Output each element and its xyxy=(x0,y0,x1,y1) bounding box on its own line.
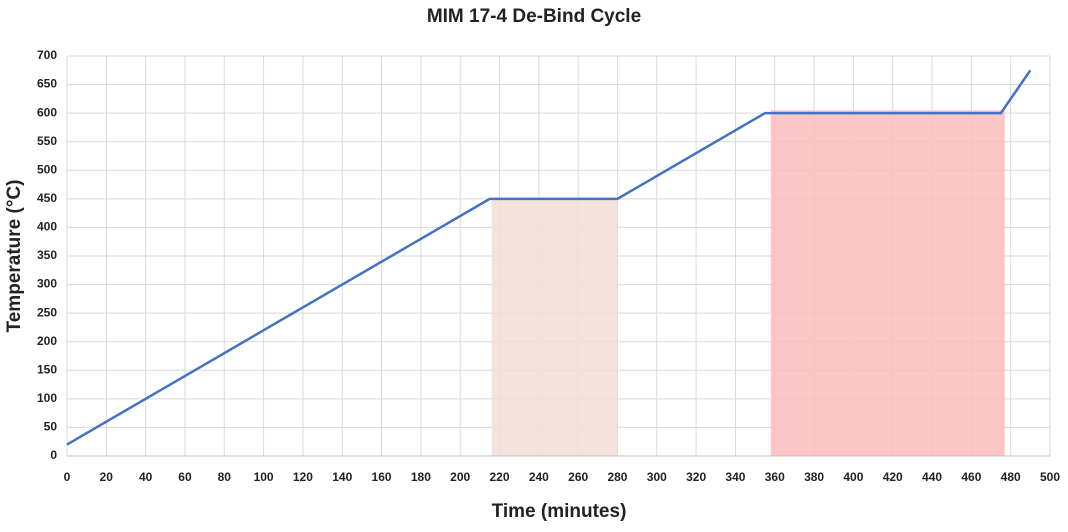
x-tick-label: 140 xyxy=(332,470,352,484)
x-tick-label: 440 xyxy=(922,470,942,484)
x-tick-label: 40 xyxy=(139,470,153,484)
x-tick-label: 360 xyxy=(765,470,785,484)
y-tick-label: 200 xyxy=(37,334,57,348)
y-axis-label: Temperature (°C) xyxy=(4,180,25,333)
y-tick-label: 350 xyxy=(37,248,57,262)
y-tick-label: 300 xyxy=(37,277,57,291)
x-tick-label: 320 xyxy=(686,470,706,484)
x-tick-label: 400 xyxy=(843,470,863,484)
x-tick-label: 280 xyxy=(607,470,627,484)
y-tick-label: 450 xyxy=(37,191,57,205)
x-tick-label: 380 xyxy=(804,470,824,484)
y-tick-label: 600 xyxy=(37,105,57,119)
data-line xyxy=(66,69,1032,446)
y-tick-label: 150 xyxy=(37,362,57,376)
x-tick-label: 20 xyxy=(100,470,114,484)
x-tick-label: 180 xyxy=(411,470,431,484)
y-tick-label: 650 xyxy=(37,77,57,91)
x-tick-label: 80 xyxy=(218,470,232,484)
y-tick-label: 500 xyxy=(37,162,57,176)
x-axis-label: Time (minutes) xyxy=(492,501,627,522)
x-tick-label: 60 xyxy=(178,470,192,484)
chart-title: MIM 17-4 De-Bind Cycle xyxy=(427,6,641,27)
y-tick-label: 0 xyxy=(50,448,57,462)
shaded-region xyxy=(491,198,618,456)
y-tick-label: 550 xyxy=(37,134,57,148)
x-tick-label: 500 xyxy=(1040,470,1060,484)
x-tick-label: 240 xyxy=(529,470,549,484)
x-tick-label: 160 xyxy=(372,470,392,484)
y-tick-label: 400 xyxy=(37,220,57,234)
y-tick-label: 100 xyxy=(37,391,57,405)
x-tick-label: 100 xyxy=(254,470,274,484)
x-tick-label: 460 xyxy=(961,470,981,484)
y-tick-label: 250 xyxy=(37,305,57,319)
x-tick-label: 200 xyxy=(450,470,470,484)
x-tick-label: 220 xyxy=(490,470,510,484)
x-tick-label: 480 xyxy=(1001,470,1021,484)
shaded-region xyxy=(770,110,1005,457)
x-tick-label: 120 xyxy=(293,470,313,484)
x-tick-label: 260 xyxy=(568,470,588,484)
x-tick-label: 420 xyxy=(883,470,903,484)
y-tick-label: 50 xyxy=(44,420,58,434)
x-tick-label: 300 xyxy=(647,470,667,484)
x-tick-label: 0 xyxy=(64,470,71,484)
y-tick-label: 700 xyxy=(37,48,57,62)
x-tick-label: 340 xyxy=(725,470,745,484)
